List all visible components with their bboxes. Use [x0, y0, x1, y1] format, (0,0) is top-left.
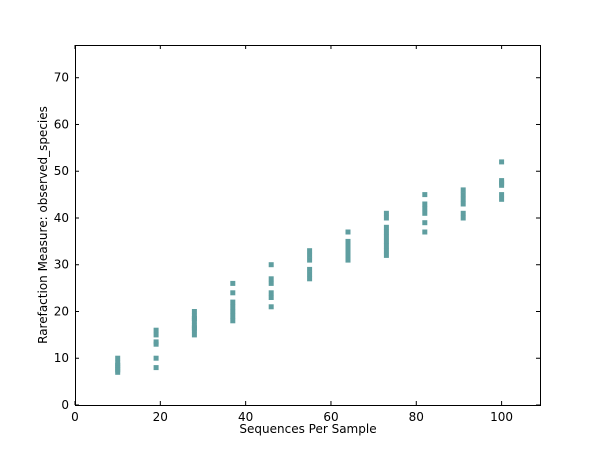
data-point — [153, 339, 159, 345]
x-tick-label: 40 — [238, 410, 253, 424]
data-point — [383, 215, 389, 221]
data-point — [230, 299, 236, 305]
data-point — [383, 224, 389, 230]
data-point — [383, 229, 389, 235]
data-point — [115, 360, 121, 366]
data-point — [191, 332, 197, 338]
data-point — [153, 327, 159, 333]
data-points — [115, 159, 505, 375]
data-point — [422, 201, 428, 207]
data-point — [307, 271, 313, 277]
plot-frame — [75, 45, 541, 406]
data-point — [307, 257, 313, 263]
data-point — [307, 252, 313, 258]
x-tick-label: 0 — [71, 410, 79, 424]
x-axis-label: Sequences Per Sample — [239, 422, 376, 436]
data-point — [115, 355, 121, 361]
data-point — [499, 196, 505, 202]
data-point — [383, 252, 389, 258]
data-point — [345, 252, 351, 258]
data-point — [422, 192, 428, 198]
data-point — [230, 290, 236, 296]
y-axis-label: Rarefaction Measure: observed_species — [36, 106, 50, 344]
data-point — [268, 304, 274, 310]
y-tick-label: 50 — [54, 164, 69, 178]
data-point — [422, 220, 428, 226]
x-tick-label: 100 — [490, 410, 513, 424]
data-point — [460, 201, 466, 207]
y-tick-label: 70 — [54, 71, 69, 85]
data-point — [499, 192, 505, 198]
x-tick-label: 20 — [153, 410, 168, 424]
plot-area — [75, 45, 541, 406]
data-point — [345, 248, 351, 254]
data-point — [460, 196, 466, 202]
y-tick-label: 40 — [54, 211, 69, 225]
data-point — [191, 309, 197, 314]
data-point — [230, 318, 236, 324]
data-point — [268, 262, 274, 268]
y-tick-label: 10 — [54, 351, 69, 365]
data-point — [460, 210, 466, 216]
data-point — [460, 192, 466, 198]
data-point — [268, 295, 274, 300]
data-point — [345, 243, 351, 249]
data-point — [460, 215, 466, 221]
data-point — [230, 313, 236, 319]
data-point — [383, 243, 389, 249]
data-point — [268, 276, 274, 282]
y-tick-label: 30 — [54, 258, 69, 272]
data-point — [383, 210, 389, 216]
data-point — [383, 234, 389, 240]
data-point — [191, 323, 197, 328]
axis-ticks: 0 20 40 60 80 100 0 10 20 30 40 50 60 70 — [54, 45, 540, 424]
data-point — [230, 304, 236, 310]
data-point — [191, 313, 197, 319]
data-point — [307, 276, 313, 282]
x-tick-label: 60 — [323, 410, 338, 424]
data-point — [383, 248, 389, 254]
data-point — [422, 210, 428, 216]
data-point — [499, 178, 505, 184]
data-point — [422, 206, 428, 212]
data-point — [230, 280, 236, 286]
data-point — [153, 332, 159, 338]
data-point — [422, 229, 428, 235]
data-point — [307, 248, 313, 254]
data-point — [345, 238, 351, 244]
data-point — [499, 159, 505, 165]
y-tick-label: 20 — [54, 304, 69, 318]
data-point — [230, 309, 236, 314]
data-point — [268, 290, 274, 296]
y-tick-label: 0 — [61, 398, 69, 412]
data-point — [345, 229, 351, 235]
data-point — [153, 365, 159, 371]
data-point — [383, 238, 389, 244]
y-tick-label: 60 — [54, 117, 69, 131]
x-tick-label: 80 — [409, 410, 424, 424]
data-point — [307, 266, 313, 272]
data-point — [268, 280, 274, 286]
data-point — [460, 187, 466, 193]
data-point — [153, 355, 159, 361]
